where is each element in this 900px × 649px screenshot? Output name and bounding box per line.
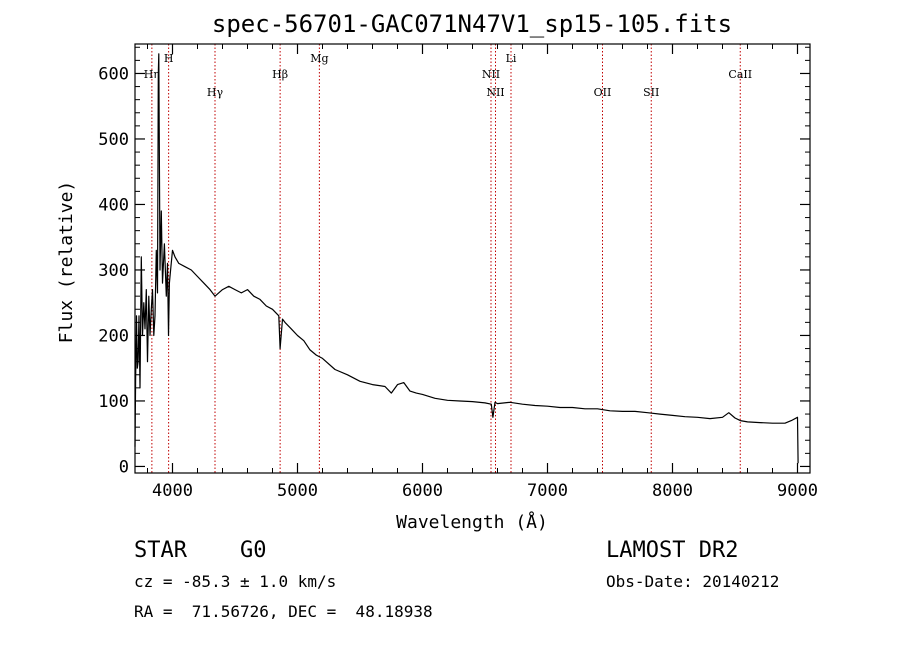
marker-label-0: Hη bbox=[144, 68, 160, 81]
marker-label-1: H bbox=[164, 52, 174, 65]
coordinates-label: RA = 71.56726, DEC = 48.18938 bbox=[134, 602, 433, 621]
x-tick-label: 7000 bbox=[527, 481, 568, 501]
spectral-line-markers: Hη H Hγ Hβ Mg NII NII Li OII SII CaII bbox=[144, 44, 752, 473]
x-tick-label: 5000 bbox=[277, 481, 318, 501]
marker-label-9: SII bbox=[643, 86, 659, 99]
chart-title: spec-56701-GAC071N47V1_sp15-105.fits bbox=[212, 10, 732, 38]
spectrum-line bbox=[134, 53, 799, 464]
marker-label-5: NII bbox=[482, 68, 500, 81]
y-axis-label: Flux (relative) bbox=[56, 181, 77, 344]
plot-frame bbox=[134, 43, 811, 474]
x-tick-label: 6000 bbox=[402, 481, 443, 501]
x-axis-label: Wavelength (Å) bbox=[396, 511, 548, 533]
marker-label-4: Mg bbox=[310, 52, 328, 65]
y-tick-label: 400 bbox=[98, 195, 129, 215]
y-tick-label: 500 bbox=[98, 130, 129, 150]
marker-label-10: CaII bbox=[728, 68, 752, 81]
marker-label-8: OII bbox=[594, 86, 612, 99]
marker-label-7: Li bbox=[506, 52, 517, 65]
marker-label-3: Hβ bbox=[272, 68, 288, 81]
redshift-label: cz = -85.3 ± 1.0 km/s bbox=[134, 572, 337, 591]
y-tick-label: 200 bbox=[98, 326, 129, 346]
x-tick-label: 9000 bbox=[777, 481, 818, 501]
x-tick-label: 4000 bbox=[152, 481, 193, 501]
x-tick-label: 8000 bbox=[652, 481, 693, 501]
obs-date-label: Obs-Date: 20140212 bbox=[606, 572, 780, 591]
object-class-label: STAR G0 bbox=[134, 538, 267, 563]
marker-label-2: Hγ bbox=[207, 86, 224, 99]
axis-ticks: 4000 5000 6000 7000 8000 9000 0 100 200 300 400 500… bbox=[98, 44, 818, 501]
marker-label-6: NII bbox=[486, 86, 504, 99]
y-tick-label: 0 bbox=[119, 457, 129, 477]
y-tick-label: 300 bbox=[98, 261, 129, 281]
y-tick-label: 600 bbox=[98, 64, 129, 84]
y-tick-label: 100 bbox=[98, 392, 129, 412]
survey-label: LAMOST DR2 bbox=[606, 538, 739, 563]
